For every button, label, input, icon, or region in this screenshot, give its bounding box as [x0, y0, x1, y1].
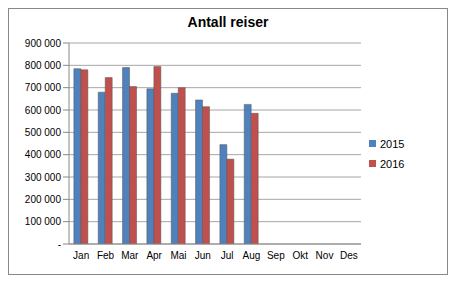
- html-text:2016: 2016: [380, 157, 405, 170]
- svg-text:600 000: 600 000: [25, 105, 62, 116]
- svg-text:900 000: 900 000: [25, 38, 62, 49]
- svg-text:Jun: Jun: [195, 250, 211, 261]
- svg-text:Mar: Mar: [121, 250, 139, 261]
- svg-text:-: -: [58, 239, 61, 250]
- svg-text:Apr: Apr: [146, 250, 162, 261]
- svg-text:Feb: Feb: [97, 250, 115, 261]
- html-text:2015: 2015: [380, 137, 405, 150]
- svg-text:Jan: Jan: [73, 250, 89, 261]
- svg-text:Aug: Aug: [243, 250, 261, 261]
- svg-text:300 000: 300 000: [25, 172, 62, 183]
- svg-text:Jul: Jul: [221, 250, 234, 261]
- svg-text:800 000: 800 000: [25, 60, 62, 71]
- html-text:Antall reiser: Antall reiser: [187, 14, 269, 30]
- svg-text:Okt: Okt: [292, 250, 308, 261]
- svg-text:500 000: 500 000: [25, 127, 62, 138]
- svg-text:100 000: 100 000: [25, 216, 62, 227]
- svg-text:Sep: Sep: [267, 250, 285, 261]
- svg-text:400 000: 400 000: [25, 149, 62, 160]
- svg-text:Des: Des: [340, 250, 358, 261]
- svg-text:200 000: 200 000: [25, 194, 62, 205]
- svg-text:Nov: Nov: [316, 250, 334, 261]
- svg-text:Mai: Mai: [170, 250, 186, 261]
- svg-text:700 000: 700 000: [25, 82, 62, 93]
